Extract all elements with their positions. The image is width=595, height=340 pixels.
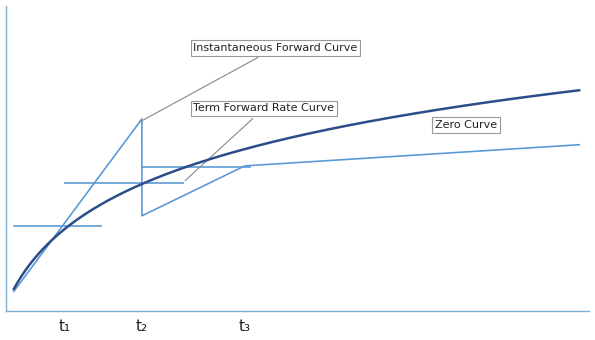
Text: Zero Curve: Zero Curve: [435, 120, 497, 130]
Text: Instantaneous Forward Curve: Instantaneous Forward Curve: [139, 43, 358, 122]
Text: Term Forward Rate Curve: Term Forward Rate Curve: [185, 103, 334, 181]
